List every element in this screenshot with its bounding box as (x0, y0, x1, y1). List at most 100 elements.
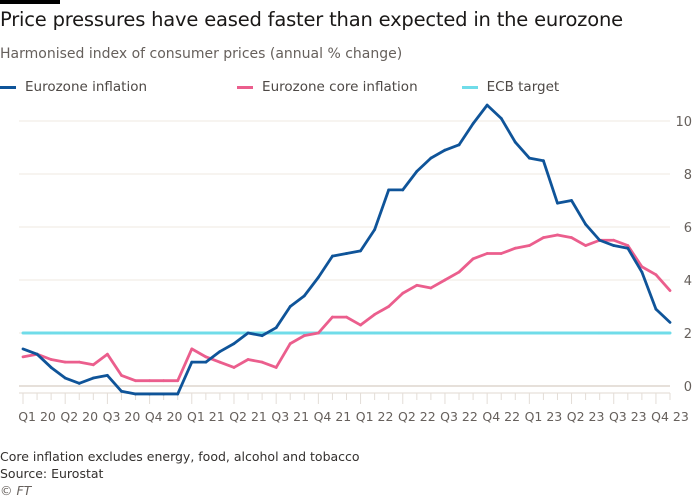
series-segment-eurozone-core-inflation (176, 347, 194, 383)
x-tick-label: Q1 20 (18, 409, 56, 424)
series-segment-eurozone-inflation (232, 331, 250, 346)
series-segment-eurozone-inflation (471, 103, 489, 126)
series-segment-eurozone-core-inflation (542, 233, 559, 240)
series-segment-eurozone-inflation (542, 159, 559, 205)
series-segment-eurozone-inflation (288, 294, 306, 308)
series-segment-eurozone-core-inflation (570, 236, 588, 247)
series-segment-eurozone-core-inflation (190, 347, 208, 359)
series-segment-eurozone-core-inflation (359, 313, 377, 327)
series-segment-eurozone-core-inflation (654, 273, 672, 293)
x-tick-label: Q1 22 (356, 409, 394, 424)
chart-subtitle: Harmonised index of consumer prices (ann… (0, 46, 403, 62)
x-tick-label: Q2 22 (398, 409, 436, 424)
series-segment-eurozone-inflation (260, 326, 278, 338)
x-tick-label: Q4 22 (482, 409, 520, 424)
legend-item-eurozone-inflation: Eurozone inflation (0, 79, 147, 95)
series-segment-eurozone-inflation (401, 169, 419, 192)
series-segment-eurozone-inflation (21, 347, 39, 356)
series-segment-eurozone-core-inflation (513, 244, 531, 250)
legend-swatch (0, 85, 16, 89)
series-segment-eurozone-core-inflation (471, 252, 489, 261)
series-segment-eurozone-core-inflation (302, 331, 320, 338)
series-segment-eurozone-core-inflation (316, 315, 334, 335)
series-segment-eurozone-core-inflation (443, 270, 461, 282)
legend-label: Eurozone core inflation (262, 79, 418, 95)
x-tick-label: Q3 22 (440, 409, 478, 424)
series-segment-eurozone-inflation (626, 246, 644, 274)
series-segment-eurozone-core-inflation (401, 283, 419, 295)
x-tick-label: Q3 21 (271, 409, 309, 424)
series-segment-eurozone-inflation (120, 389, 137, 396)
series-segment-eurozone-core-inflation (499, 246, 517, 255)
series-segment-eurozone-inflation (77, 376, 95, 385)
series-segment-eurozone-core-inflation (246, 358, 264, 364)
series-segment-eurozone-core-inflation (415, 283, 433, 290)
x-tick-label: Q1 21 (187, 409, 225, 424)
series-segment-eurozone-inflation (640, 270, 658, 311)
legend-swatch (237, 85, 254, 89)
series-segment-eurozone-inflation (91, 373, 109, 380)
y-tick-label: 0 (684, 380, 692, 395)
y-tick-label: 2 (684, 327, 692, 342)
series-segment-eurozone-core-inflation (640, 265, 658, 277)
series-segment-eurozone-inflation (584, 222, 602, 242)
series-segment-eurozone-inflation (513, 140, 531, 160)
legend-swatch (461, 85, 478, 89)
series-segment-eurozone-core-inflation (373, 305, 391, 316)
series-segment-eurozone-inflation (331, 252, 348, 258)
series-segment-eurozone-inflation (35, 352, 53, 369)
series-segment-eurozone-inflation (345, 249, 362, 255)
series-segment-eurozone-core-inflation (584, 238, 602, 247)
series-segment-eurozone-inflation (443, 143, 461, 152)
series-segment-eurozone-inflation (612, 244, 630, 250)
series-segment-eurozone-core-inflation (626, 244, 644, 269)
series-segment-eurozone-core-inflation (288, 334, 306, 346)
ft-brand-bar (0, 0, 60, 4)
legend-label: ECB target (486, 79, 560, 95)
y-tick-label: 8 (684, 168, 692, 183)
series-segment-eurozone-core-inflation (345, 315, 362, 327)
series-segment-eurozone-inflation (485, 103, 503, 120)
legend: Eurozone inflation Eurozone core inflati… (0, 79, 593, 95)
series-segment-eurozone-core-inflation (77, 360, 95, 367)
chart-title: Price pressures have eased faster than e… (0, 8, 623, 31)
series-segment-eurozone-core-inflation (105, 352, 123, 377)
series-segment-eurozone-core-inflation (457, 257, 475, 274)
series-segment-eurozone-core-inflation (429, 278, 447, 290)
x-tick-label: Q2 23 (567, 409, 605, 424)
legend-item-ecb-target: ECB target (461, 79, 560, 95)
x-tick-label: Q1 23 (525, 409, 563, 424)
series-segment-eurozone-core-inflation (204, 355, 222, 364)
footnote: Core inflation excludes energy, food, al… (0, 449, 360, 464)
series-segment-eurozone-inflation (654, 307, 672, 324)
series-segment-eurozone-inflation (274, 305, 292, 330)
legend-label: Eurozone inflation (25, 79, 148, 95)
series-segment-eurozone-inflation (49, 366, 67, 380)
series-segment-eurozone-core-inflation (556, 233, 573, 240)
series-segment-eurozone-core-inflation (612, 238, 630, 247)
series-segment-eurozone-core-inflation (120, 373, 137, 383)
series-segment-eurozone-inflation (457, 122, 475, 147)
series-segment-eurozone-core-inflation (218, 360, 236, 369)
series-segment-eurozone-core-inflation (274, 342, 292, 369)
series-segment-eurozone-inflation (527, 156, 545, 163)
series-segment-eurozone-inflation (204, 350, 222, 364)
series-segment-eurozone-inflation (63, 376, 81, 385)
series-segment-eurozone-core-inflation (91, 352, 109, 367)
series-segment-eurozone-inflation (218, 342, 236, 353)
series-segment-eurozone-inflation (499, 116, 517, 144)
series-segment-eurozone-core-inflation (387, 291, 405, 308)
series-segment-eurozone-inflation (176, 360, 194, 396)
series-segment-eurozone-inflation (598, 238, 616, 247)
series-segment-eurozone-inflation (429, 148, 447, 160)
series-segment-eurozone-core-inflation (49, 358, 67, 364)
series-segment-eurozone-inflation (415, 156, 433, 173)
series-segment-eurozone-inflation (105, 373, 123, 393)
x-tick-label: Q2 20 (60, 409, 98, 424)
y-tick-label: 6 (684, 221, 692, 236)
y-tick-label: 4 (684, 274, 692, 289)
series-segment-eurozone-inflation (246, 331, 264, 338)
x-tick-label: Q4 20 (145, 409, 183, 424)
series-segment-eurozone-inflation (556, 199, 573, 205)
x-tick-label: Q4 21 (314, 409, 352, 424)
